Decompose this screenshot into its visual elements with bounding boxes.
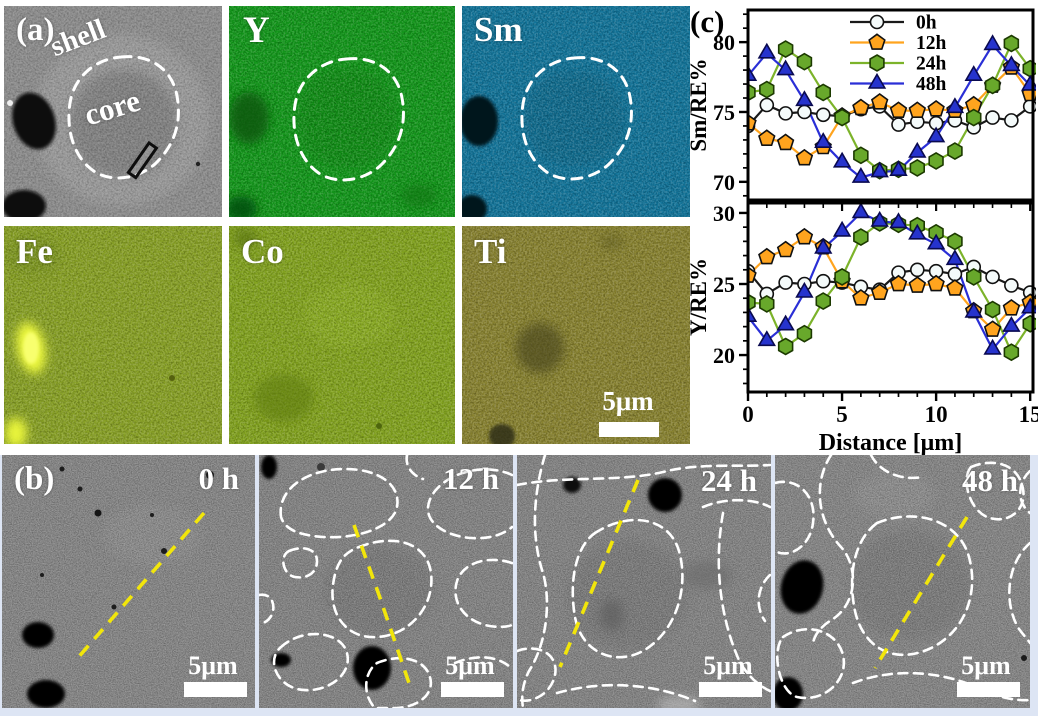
panel-c-charts: (c) 70 75 80 Sm/RE% 0h 12h 24h 48h 20 25 30 0 5 10 15 D… <box>690 0 1038 455</box>
scan-line <box>873 516 969 669</box>
y-map-image <box>229 6 455 217</box>
series-markers-48h <box>747 34 1036 183</box>
scale-bar <box>957 682 1020 697</box>
element-label-sm: Sm <box>474 10 523 49</box>
legend-label-0h: 0h <box>916 13 937 34</box>
panel-a-sem-overview: (a) shell core <box>4 6 222 217</box>
legend-label-12h: 12h <box>916 33 947 54</box>
svg-text:25: 25 <box>713 272 735 297</box>
scale-bar <box>599 422 659 437</box>
scale-bar-label: 5μm <box>188 651 238 680</box>
series-line-12h <box>747 235 1031 332</box>
scale-bar-label: 5μm <box>961 651 1011 680</box>
panel-a-map-co: Co <box>229 226 455 444</box>
panel-b-label: (b) <box>14 461 55 497</box>
scale-bar-label: 5μm <box>445 651 495 680</box>
time-label-48h: 48 h <box>962 463 1018 498</box>
series-line-0h <box>747 265 1031 296</box>
svg-text:20: 20 <box>713 343 735 368</box>
series-line-24h <box>747 221 1032 355</box>
co-map-image <box>229 226 455 444</box>
fe-map-image <box>4 226 222 444</box>
core-outline <box>67 55 180 180</box>
panel-a-map-sm: Sm <box>462 6 693 217</box>
svg-text:10: 10 <box>925 402 948 427</box>
element-label-ti: Ti <box>474 232 507 271</box>
series-markers-24h <box>747 34 1036 180</box>
grain-boundaries <box>259 455 513 708</box>
panel-a-map-fe: Fe <box>4 226 222 444</box>
sem-0h-image <box>2 455 255 708</box>
element-label-y: Y <box>243 10 270 51</box>
chart-Y/RE%: 20 25 30 0 5 10 15 Distance [μm] Y/RE% <box>690 201 1038 455</box>
series-line-24h <box>747 41 1032 172</box>
svg-text:80: 80 <box>713 30 735 55</box>
scan-line <box>74 511 206 662</box>
panel-a-map-ti: Ti 5μm <box>462 226 693 444</box>
svg-text:75: 75 <box>713 100 735 125</box>
svg-text:0: 0 <box>742 402 754 427</box>
scale-bar <box>699 682 762 697</box>
time-label-0h: 0 h <box>198 461 240 496</box>
scale-bar-label: 5μm <box>703 651 753 680</box>
sem-48h-image <box>775 455 1030 708</box>
time-label-24h: 24 h <box>701 463 757 498</box>
ti-map-image <box>462 226 693 444</box>
series-markers-48h <box>747 202 1036 355</box>
series-line-48h <box>747 211 1031 352</box>
panel-a-label: (a) <box>16 12 55 48</box>
scale-bar <box>184 682 247 697</box>
panel-b-image-0h: (b) 0 h 5μm <box>2 455 255 708</box>
scale-bar <box>441 682 504 697</box>
panel-b-image-24h: 24 h 5μm <box>517 455 771 708</box>
y-axis-label: Sm/RE% <box>690 58 711 151</box>
legend-label-48h: 48h <box>916 74 947 95</box>
panel-b-image-12h: 12 h 5μm <box>259 455 513 708</box>
core-outline <box>292 57 405 182</box>
element-label-co: Co <box>241 232 284 271</box>
panel-b: (b) 0 h 5μm <box>0 455 1038 716</box>
scan-line <box>558 479 640 668</box>
panel-a-map-y: Y <box>229 6 455 217</box>
line-scan-marker <box>126 140 159 180</box>
time-label-12h: 12 h <box>443 461 499 496</box>
series-line-48h <box>747 43 1031 179</box>
x-axis-label: Distance [μm] <box>819 430 963 455</box>
panel-c-label: (c) <box>690 4 725 39</box>
svg-text:5: 5 <box>836 402 848 427</box>
scan-line <box>352 524 411 684</box>
series-line-12h <box>747 65 1032 160</box>
series-line-0h <box>747 103 1031 129</box>
sem-overview-image <box>4 6 222 217</box>
panel-b-image-48h: 48 h 5μm <box>775 455 1030 708</box>
core-outline <box>520 56 633 181</box>
legend-label-24h: 24h <box>916 54 947 75</box>
svg-text:30: 30 <box>713 201 735 226</box>
scale-bar-label: 5μm <box>602 386 654 416</box>
sem-12h-image <box>259 455 513 708</box>
svg-text:15: 15 <box>1019 402 1038 427</box>
svg-text:70: 70 <box>713 170 735 195</box>
sem-24h-image <box>517 455 771 708</box>
y-axis-label: Y/RE% <box>690 258 711 336</box>
element-label-fe: Fe <box>16 232 53 271</box>
sm-map-image <box>462 6 693 217</box>
